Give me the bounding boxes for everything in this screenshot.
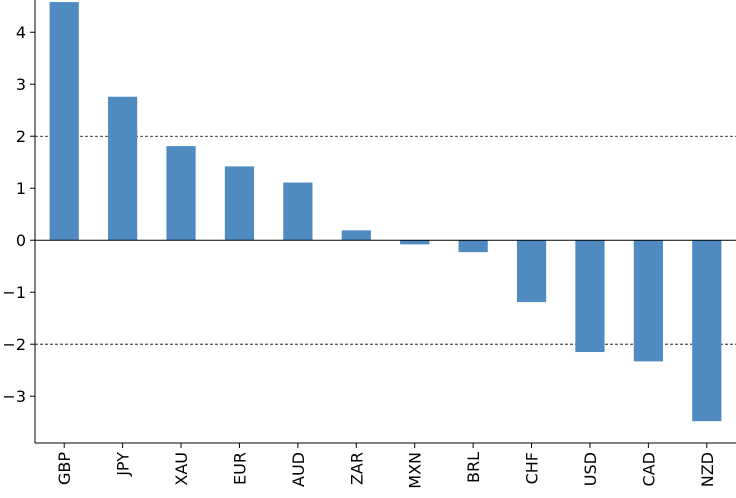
bar-chf (516, 240, 547, 303)
bar-aud (283, 182, 313, 241)
bar-zar (341, 230, 371, 241)
bar-cad (633, 240, 663, 362)
bar-brl (458, 240, 488, 253)
x-tick-label: NZD (698, 452, 717, 487)
y-tick-label: 1 (16, 179, 26, 198)
x-tick-label: ZAR (347, 452, 366, 485)
x-tick-label: CAD (639, 452, 658, 486)
bar-xau (166, 146, 196, 241)
y-axis-ticks: −3 −2 −1 0 1 2 3 4 (2, 23, 35, 406)
bar-usd (575, 240, 605, 353)
x-tick-label: BRL (464, 452, 483, 483)
x-tick-label: GBP (55, 452, 74, 485)
bar-mxn (400, 240, 430, 245)
y-tick-label: −3 (2, 387, 26, 406)
bar-jpy (108, 96, 138, 241)
x-tick-label: MXN (406, 452, 425, 489)
x-tick-label: AUD (289, 452, 308, 487)
axes (34, 0, 736, 444)
bar-eur (224, 166, 255, 241)
y-tick-label: −2 (2, 335, 26, 354)
y-tick-label: −1 (2, 283, 26, 302)
y-tick-label: 4 (16, 23, 26, 42)
x-tick-label: EUR (230, 452, 249, 485)
x-tick-label: XAU (172, 452, 191, 486)
reference-lines (35, 135, 736, 345)
y-tick-label: 0 (16, 231, 26, 250)
bar-gbp (49, 2, 79, 241)
bar-nzd (692, 240, 722, 422)
x-tick-label: JPY (114, 452, 133, 477)
x-tick-label: USD (581, 452, 600, 486)
y-tick-label: 3 (16, 75, 26, 94)
x-tick-label: CHF (523, 452, 542, 484)
bars (49, 2, 722, 422)
x-axis-ticks: GBP JPY XAU EUR AUD ZAR MXN BRL CHF USD CAD NZD (55, 443, 717, 489)
y-tick-label: 2 (16, 127, 26, 146)
